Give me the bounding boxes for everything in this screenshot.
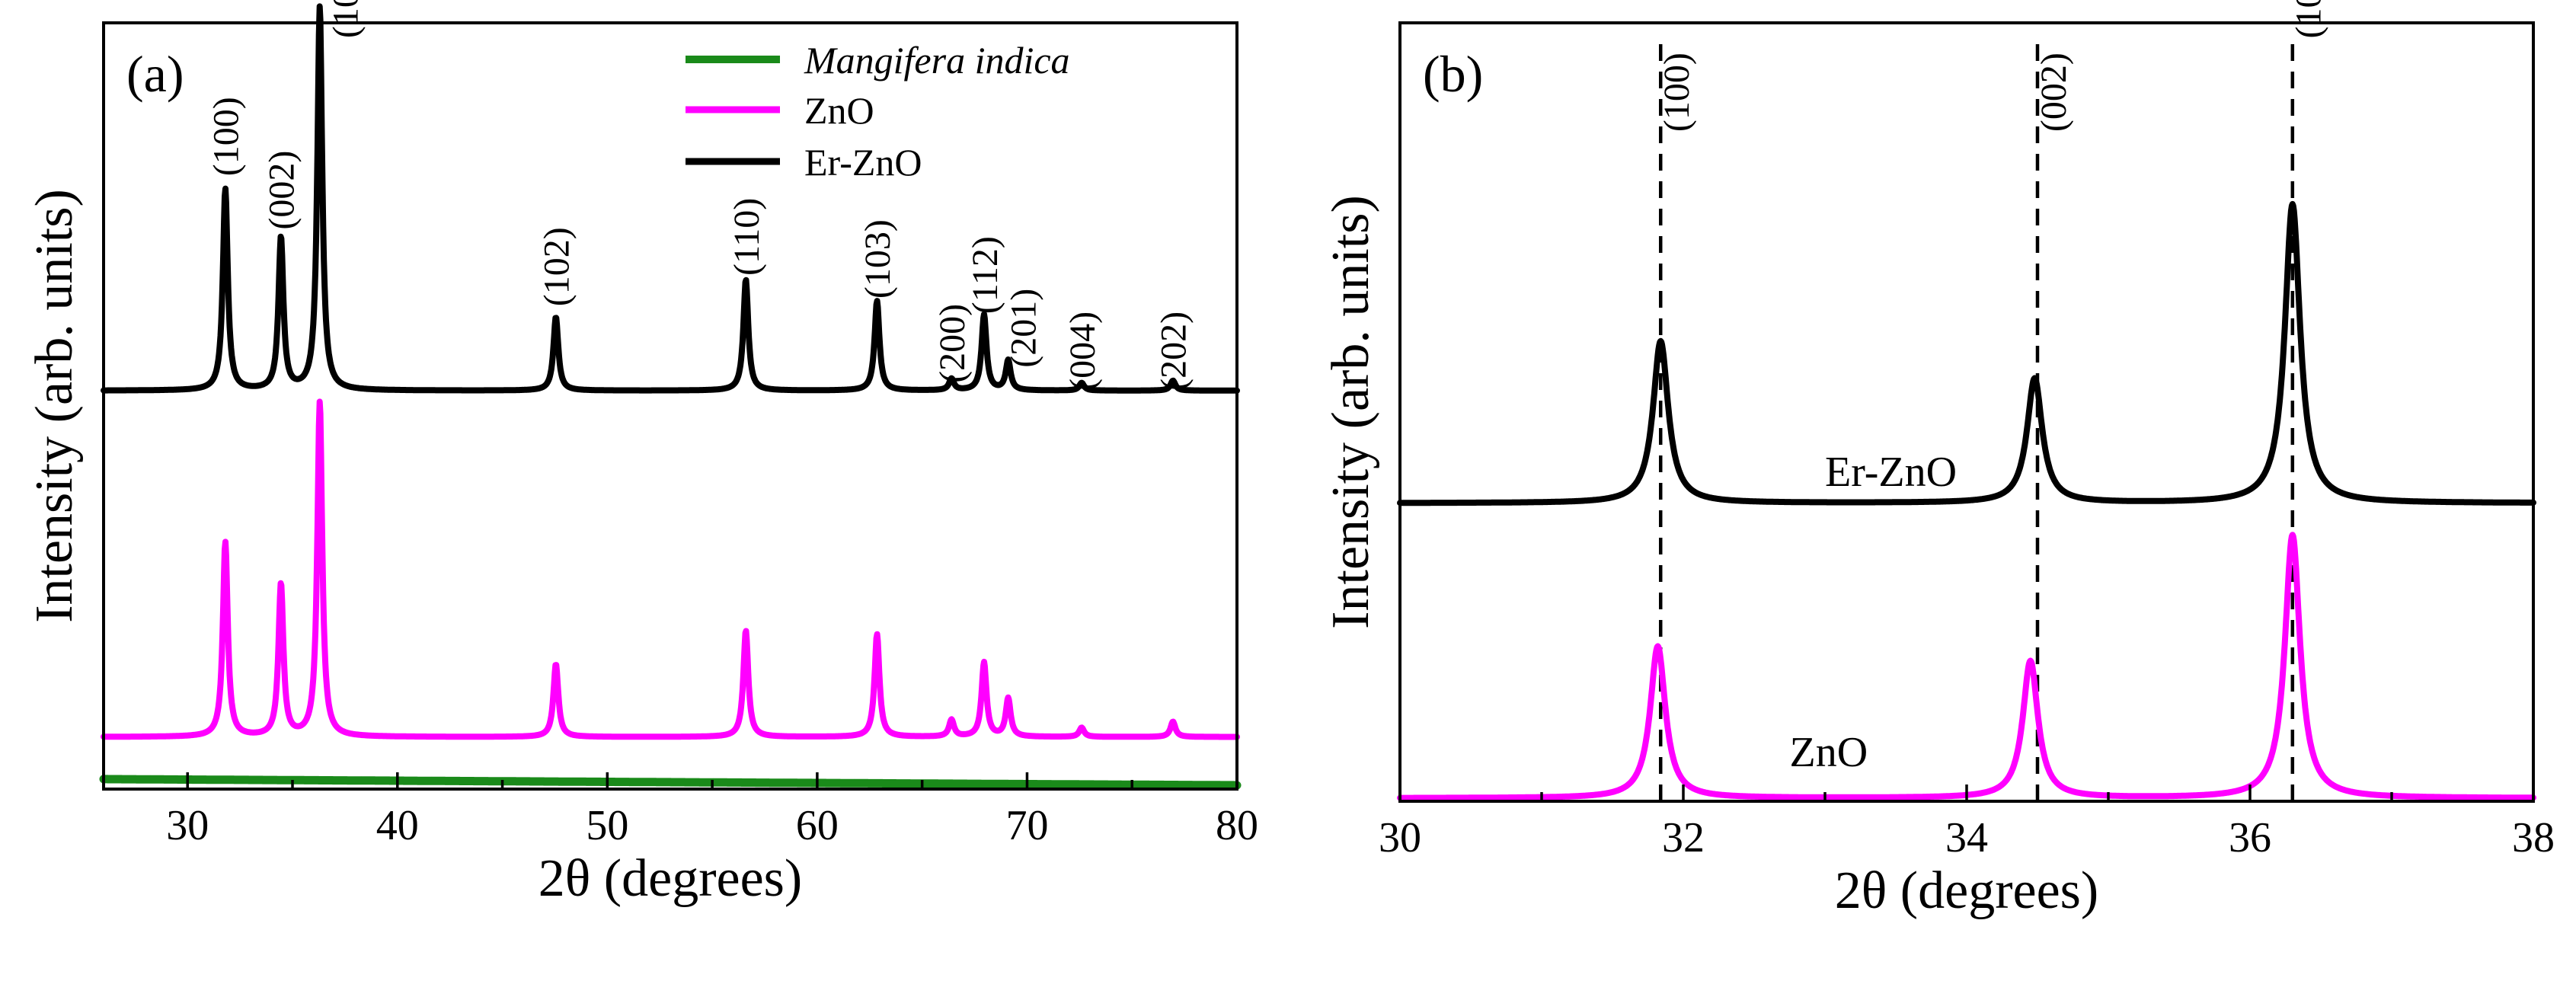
- trace-zno: [101, 398, 1240, 740]
- miller-index-label: (101): [326, 0, 366, 38]
- miller-index-label: (112): [965, 236, 1005, 314]
- x-tick-label: 36: [2229, 814, 2271, 861]
- miller-index-label: (200): [932, 304, 973, 383]
- legend-label-zno: ZnO: [804, 89, 874, 132]
- panel-label: (b): [1423, 45, 1483, 103]
- legend-label-er-zno: Er-ZnO: [804, 141, 922, 184]
- miller-index-label: (201): [1004, 289, 1044, 368]
- sample-label-er-zno: Er-ZnO: [1825, 449, 1957, 496]
- miller-index-label: (002): [2034, 53, 2074, 132]
- panel-b: 30 32 34 36 38 2θ (degrees) Intensity (arb. un…: [1322, 0, 2555, 920]
- x-tick-label: 38: [2512, 814, 2555, 861]
- x-axis-label: 2θ (degrees): [539, 849, 802, 908]
- trace-er-zno: [101, 3, 1240, 394]
- miller-index-label: (002): [262, 151, 302, 230]
- plot-frame: [1398, 21, 2535, 803]
- miller-index-label: (004): [1063, 312, 1103, 391]
- plot-frame: [102, 21, 1238, 791]
- miller-index-label: (100): [206, 97, 247, 176]
- y-axis-label: Intensity (arb. units): [1322, 195, 1380, 629]
- miller-index-label: (202): [1154, 312, 1194, 391]
- x-tick-label: 30: [1379, 814, 1421, 861]
- x-tick-label: 70: [1005, 802, 1048, 849]
- trace-zno: [1397, 532, 2536, 801]
- y-axis-label: Intensity (arb. units): [25, 189, 84, 623]
- sample-label-zno: ZnO: [1790, 729, 1868, 776]
- x-tick-label: 30: [166, 802, 209, 849]
- x-axis-label: 2θ (degrees): [1835, 861, 2098, 920]
- x-tick-label: 50: [586, 802, 628, 849]
- miller-index-label: (103): [858, 219, 898, 299]
- panel-label: (a): [126, 45, 184, 103]
- trace-er-zno: [1397, 200, 2536, 506]
- miller-index-label: (101): [2289, 0, 2329, 38]
- x-tick-label: 34: [1945, 814, 1988, 861]
- miller-index-label: (102): [537, 227, 577, 306]
- x-tick-label: 32: [1662, 814, 1705, 861]
- panel-a: 30 40 50 60 70 80 2θ (degrees) Intensity (arb. …: [25, 0, 1258, 908]
- x-tick-label: 80: [1216, 802, 1258, 849]
- x-tick-label: 40: [376, 802, 419, 849]
- miller-index-label: (100): [1657, 53, 1697, 132]
- x-tick-label: 60: [796, 802, 839, 849]
- trace-mangifera-indica: [99, 775, 1242, 790]
- miller-index-label: (110): [727, 198, 767, 276]
- legend-label-mangifera-indica: Mangifera indica: [804, 39, 1070, 81]
